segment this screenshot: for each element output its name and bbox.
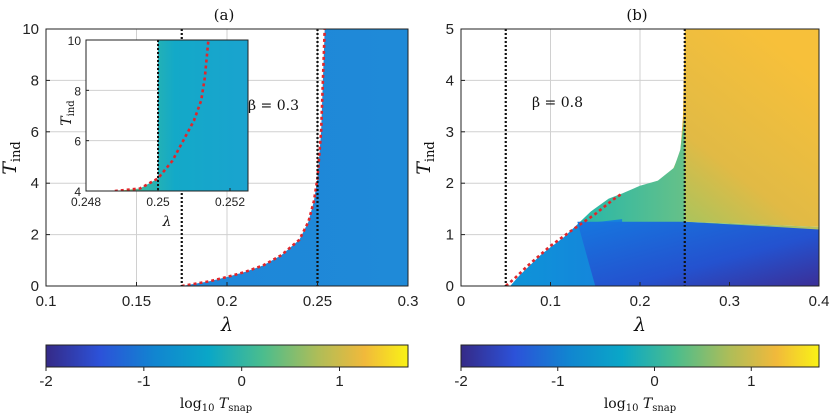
panel-a-label: (a): [214, 6, 235, 24]
annotation-b: β = 0.8: [532, 95, 583, 111]
a-xtick-label-2: 0.2: [217, 293, 238, 310]
inset-xtick-label-2: 0.252: [215, 195, 245, 209]
colorbar-a-tick-label-3: 1: [335, 373, 343, 390]
colorbar-b-label: log10 Tsnap: [604, 396, 676, 414]
panel-a: (a) 0.1 0.15 0.2 0.25 0.3 0 2 4 6 8 10 λ Tind β =…: [0, 6, 418, 336]
inset-ytick-label-0: 4: [74, 185, 81, 199]
b-ytick-label-0: 0: [446, 278, 454, 295]
inset-ytick-label-2: 8: [74, 84, 81, 98]
heatmap-region-b-lower: [577, 221, 819, 286]
a-ytick-label-1: 2: [31, 227, 39, 244]
colorbar-b-tick-label-0: -2: [454, 373, 467, 390]
y-axis-label-b: Tind: [413, 141, 438, 175]
colorbar-a: -2 -1 0 1 log10 Tsnap: [39, 344, 409, 414]
a-ytick-label-3: 6: [31, 124, 39, 141]
heatmap-region-a: [181, 29, 408, 286]
a-ytick-label-4: 8: [31, 72, 39, 89]
a-ytick-label-0: 0: [31, 278, 39, 295]
inset-heatmap-region: [114, 40, 248, 191]
colorbar-a-gradient: [45, 344, 409, 368]
b-ytick-label-2: 2: [446, 175, 454, 192]
inset-boundary-curve: [114, 40, 210, 191]
b-xtick-label-3: 0.3: [719, 293, 740, 310]
colorbar-a-label: log10 Tsnap: [180, 396, 252, 414]
a-xtick-label-0: 0.1: [36, 293, 57, 310]
boundary-curve-a: [181, 29, 326, 286]
heatmap-region-b-upper: [666, 29, 819, 227]
colorbar-a-tick-label-0: -2: [39, 373, 52, 390]
inset-frame: [85, 39, 249, 192]
a-xtick-label-4: 0.3: [398, 293, 419, 310]
colorbar-a-tick-label-1: -1: [137, 373, 150, 390]
inset-xtick-label-0: 0.248: [71, 195, 101, 209]
a-xtick-label-3: 0.25: [303, 293, 332, 310]
a-ytick-label-2: 4: [31, 175, 39, 192]
panel-b-label: (b): [626, 6, 647, 24]
boundary-curve-b: [504, 192, 623, 286]
b-ytick-label-3: 3: [446, 124, 454, 141]
b-xtick-label-0: 0: [457, 293, 465, 310]
a-ytick-label-5: 10: [22, 21, 39, 38]
x-ticks-a: 0.1 0.15 0.2 0.25 0.3: [36, 282, 419, 310]
x-axis-label-a: λ: [220, 314, 233, 336]
colorbar-b-gradient: [460, 344, 820, 368]
b-ytick-label-5: 5: [446, 21, 454, 38]
x-ticks-b: 0 0.1 0.2 0.3 0.4: [457, 282, 830, 310]
b-xtick-label-1: 0.1: [540, 293, 561, 310]
y-ticks-b: 0 1 2 3 4 5: [446, 21, 465, 295]
vertical-lines-b: [504, 29, 686, 286]
colorbar-b-tick-label-1: -1: [551, 373, 564, 390]
colorbar-b: -2 -1 0 1 log10 Tsnap: [454, 344, 820, 414]
panel-b: (b) 0 0.1 0.2 0.3 0.4 0 1 2 3 4 5 λ Tind β = 0.8: [413, 6, 829, 336]
y-axis-label-a: Tind: [0, 141, 24, 175]
b-xtick-label-2: 0.2: [630, 293, 651, 310]
inset-ytick-label-1: 6: [74, 135, 81, 149]
colorbar-b-ticks: -2 -1 0 1: [454, 367, 755, 390]
a-xtick-label-1: 0.15: [122, 293, 151, 310]
inset-xtick-label-1: 0.25: [146, 195, 170, 209]
colorbar-a-tick-label-2: 0: [238, 373, 246, 390]
heatmap-region-b-middle: [577, 116, 819, 233]
colorbar-b-tick-label-3: 1: [747, 373, 755, 390]
colorbar-b-tick-label-2: 0: [650, 373, 658, 390]
y-ticks-a: 0 2 4 6 8 10: [22, 21, 50, 295]
b-xtick-label-4: 0.4: [809, 293, 830, 310]
x-axis-label-b: λ: [633, 314, 646, 336]
colorbar-a-ticks: -2 -1 0 1: [39, 367, 344, 390]
b-ytick-label-1: 1: [446, 227, 454, 244]
annotation-a: β = 0.3: [248, 98, 299, 114]
inset-y-ticks: 4 6 8 10: [68, 34, 89, 199]
inset-x-axis-label: λ: [162, 214, 172, 230]
inset-ytick-label-3: 10: [68, 34, 82, 48]
b-ytick-label-4: 4: [446, 72, 454, 89]
inset-x-ticks: 0.248 0.25 0.252: [71, 188, 245, 209]
